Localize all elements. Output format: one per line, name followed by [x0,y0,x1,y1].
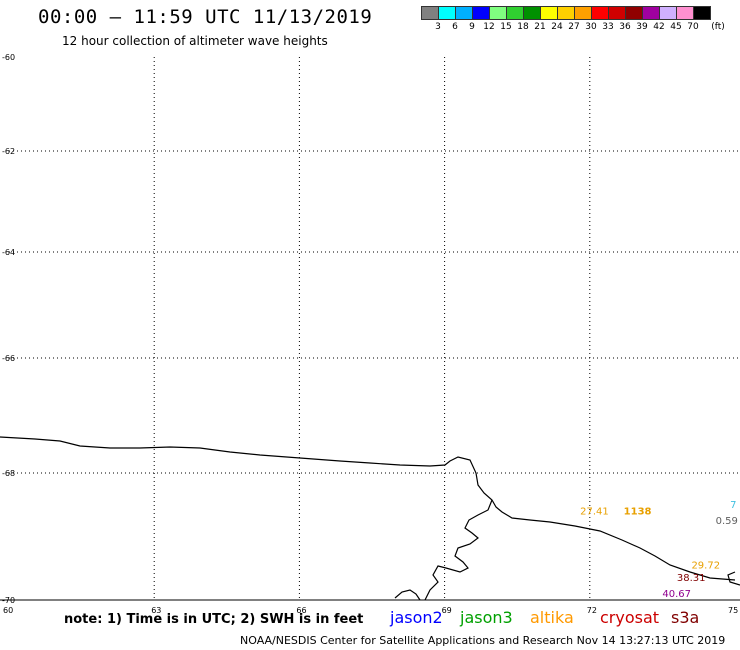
map-title: 00:00 – 11:59 UTC 11/13/2019 [38,6,373,28]
wave-height-value: 27.41 [580,506,609,517]
latitude-label: -66 [2,354,15,363]
wave-height-value: 29.72 [691,560,720,571]
colorbar-label: 36 [619,22,631,32]
satellite-label-altika: altika [530,608,574,627]
longitude-label: 60 [3,606,13,615]
longitude-label: 75 [728,606,738,615]
colorbar-unit: (ft) [711,22,725,32]
coastline [0,436,736,581]
colorbar-label: 3 [435,22,441,32]
satellite-label-cryosat: cryosat [600,608,660,627]
coastline-south [394,589,421,601]
coastline-east [727,571,740,586]
wave-height-colorbar [421,6,711,20]
coastline-inlet [424,499,493,601]
longitude-label: 63 [151,606,161,615]
latitude-label: -68 [2,469,15,478]
colorbar-label: 24 [551,22,563,32]
colorbar-swatch [693,6,711,20]
wave-observations: 27.41 1138 29.72 38.31 40.67 7 0.59 [580,500,738,600]
colorbar-label: 12 [483,22,495,32]
colorbar-label: 39 [636,22,648,32]
satellite-label-jason2: jason2 [390,608,443,627]
colorbar-label: 18 [517,22,529,32]
colorbar-label: 15 [500,22,512,32]
colorbar-label: 27 [568,22,580,32]
satellite-label-jason3: jason3 [460,608,513,627]
wave-height-value: 38.31 [677,573,706,584]
colorbar-label: 45 [670,22,682,32]
map-subtitle: 12 hour collection of altimeter wave hei… [62,34,328,48]
satellite-label-s3a: s3a [671,608,700,627]
colorbar-label: 33 [602,22,614,32]
wave-height-value: 0.59 [716,516,738,527]
longitude-label: 69 [442,606,452,615]
wave-height-value: 40.67 [662,589,691,600]
latitude-label: -60 [2,53,15,62]
wave-height-value: 1138 [624,506,652,517]
colorbar-label: 21 [534,22,546,32]
wave-height-value: 7 [730,500,736,511]
colorbar-label: 70 [687,22,699,32]
latitude-label: -62 [2,147,15,156]
latitude-label: -64 [2,248,15,257]
graticule [9,57,740,600]
colorbar-label: 30 [585,22,597,32]
footer-note: note: 1) Time is in UTC; 2) SWH is in fe… [64,612,364,627]
longitude-label: 72 [587,606,597,615]
longitude-label: 66 [296,606,306,615]
colorbar-label: 9 [469,22,475,32]
credit-line: NOAA/NESDIS Center for Satellite Applica… [240,634,726,647]
colorbar-label: 6 [452,22,458,32]
colorbar-label: 42 [653,22,665,32]
